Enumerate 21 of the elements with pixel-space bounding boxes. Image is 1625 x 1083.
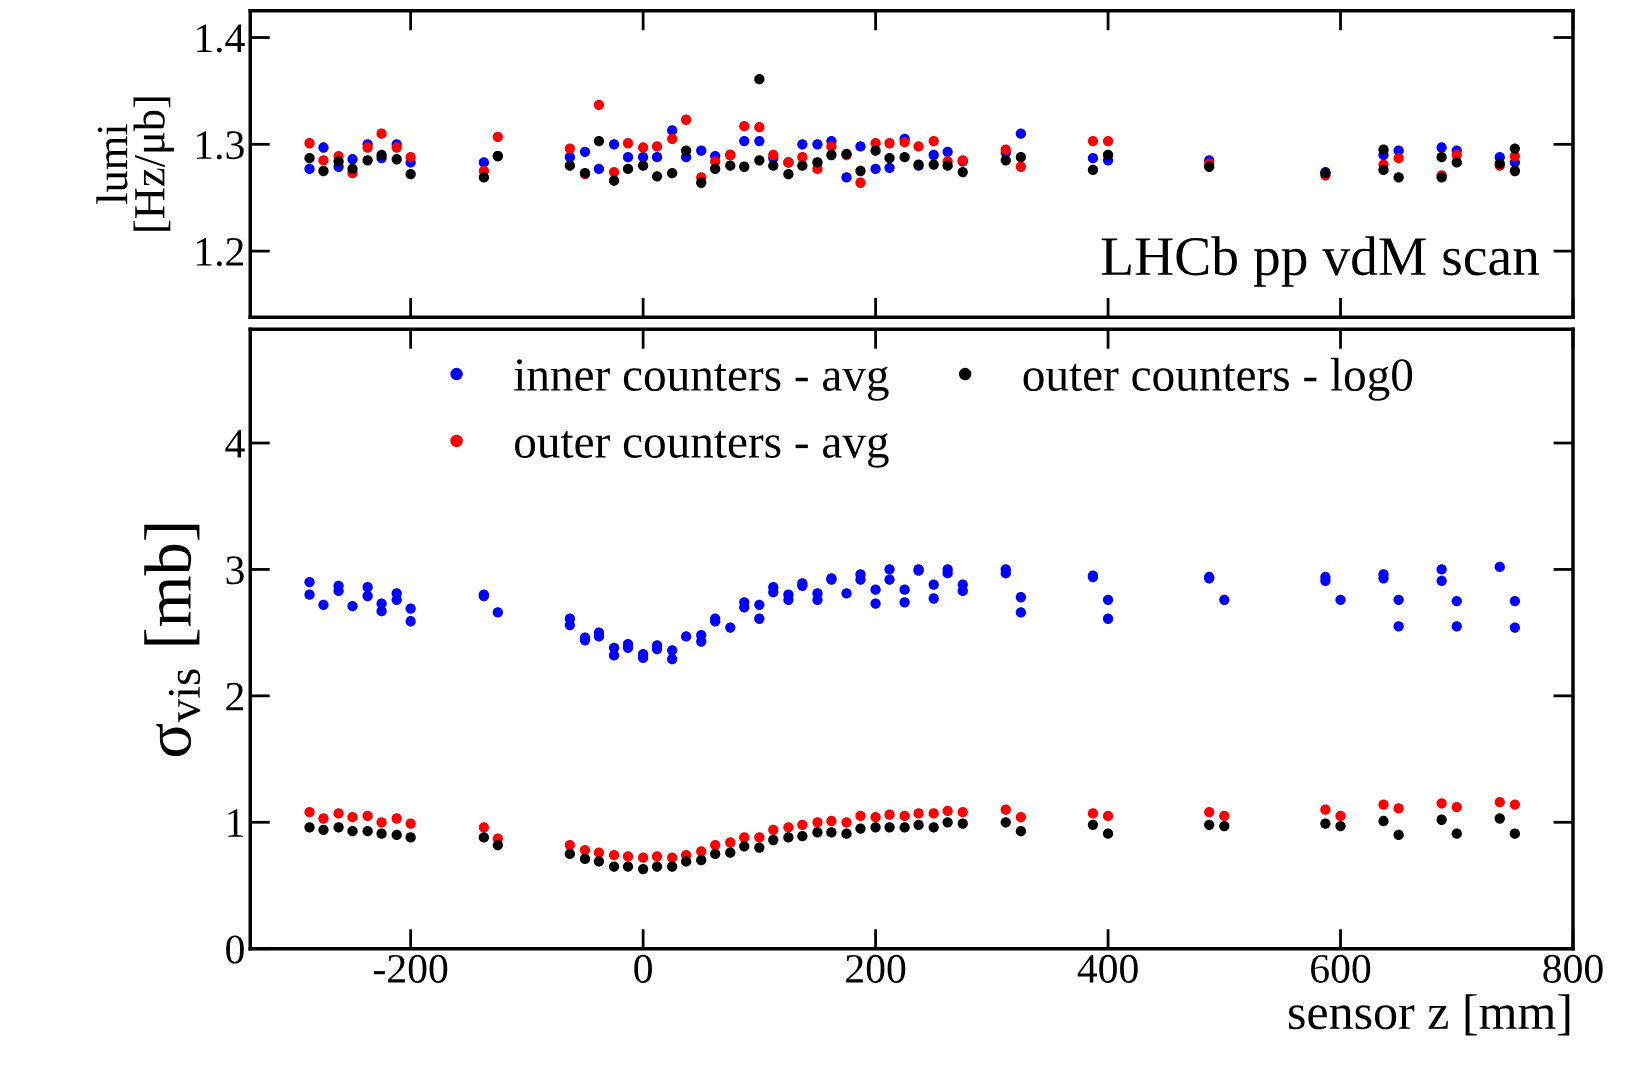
legend-label: outer counters - log0 xyxy=(1023,357,1413,401)
x-axis-title: sensor z [mm] xyxy=(1289,994,1570,1036)
x-tick-label: 800 xyxy=(1543,954,1603,983)
y-tick-label: 1.3 xyxy=(196,131,244,160)
x-tick-label: 0 xyxy=(634,954,652,983)
y-tick-label: 4 xyxy=(225,430,245,458)
x-tick-label: -200 xyxy=(374,954,448,983)
legend-label: outer counters - avg xyxy=(515,430,889,468)
y-tick-label: 3 xyxy=(226,556,244,585)
y-axis-title: lumi [Hz/μb] xyxy=(96,97,174,231)
y-tick-label: 1 xyxy=(228,809,243,837)
x-tick-label: 600 xyxy=(1311,954,1371,983)
y-tick-label: 2 xyxy=(226,682,244,711)
legend-label: inner counters - avg xyxy=(514,359,889,401)
y-axis-title: σ$_{vis}$ [mb] xyxy=(144,524,201,757)
annotation: LHCb pp vdM scan xyxy=(1101,236,1540,287)
y-tick-label: 0 xyxy=(226,935,244,964)
x-tick-label: 400 xyxy=(1077,954,1138,983)
y-tick-label: 1.2 xyxy=(196,237,244,267)
y-tick-label: 1.4 xyxy=(196,24,245,53)
x-tick-label: 200 xyxy=(846,954,906,983)
